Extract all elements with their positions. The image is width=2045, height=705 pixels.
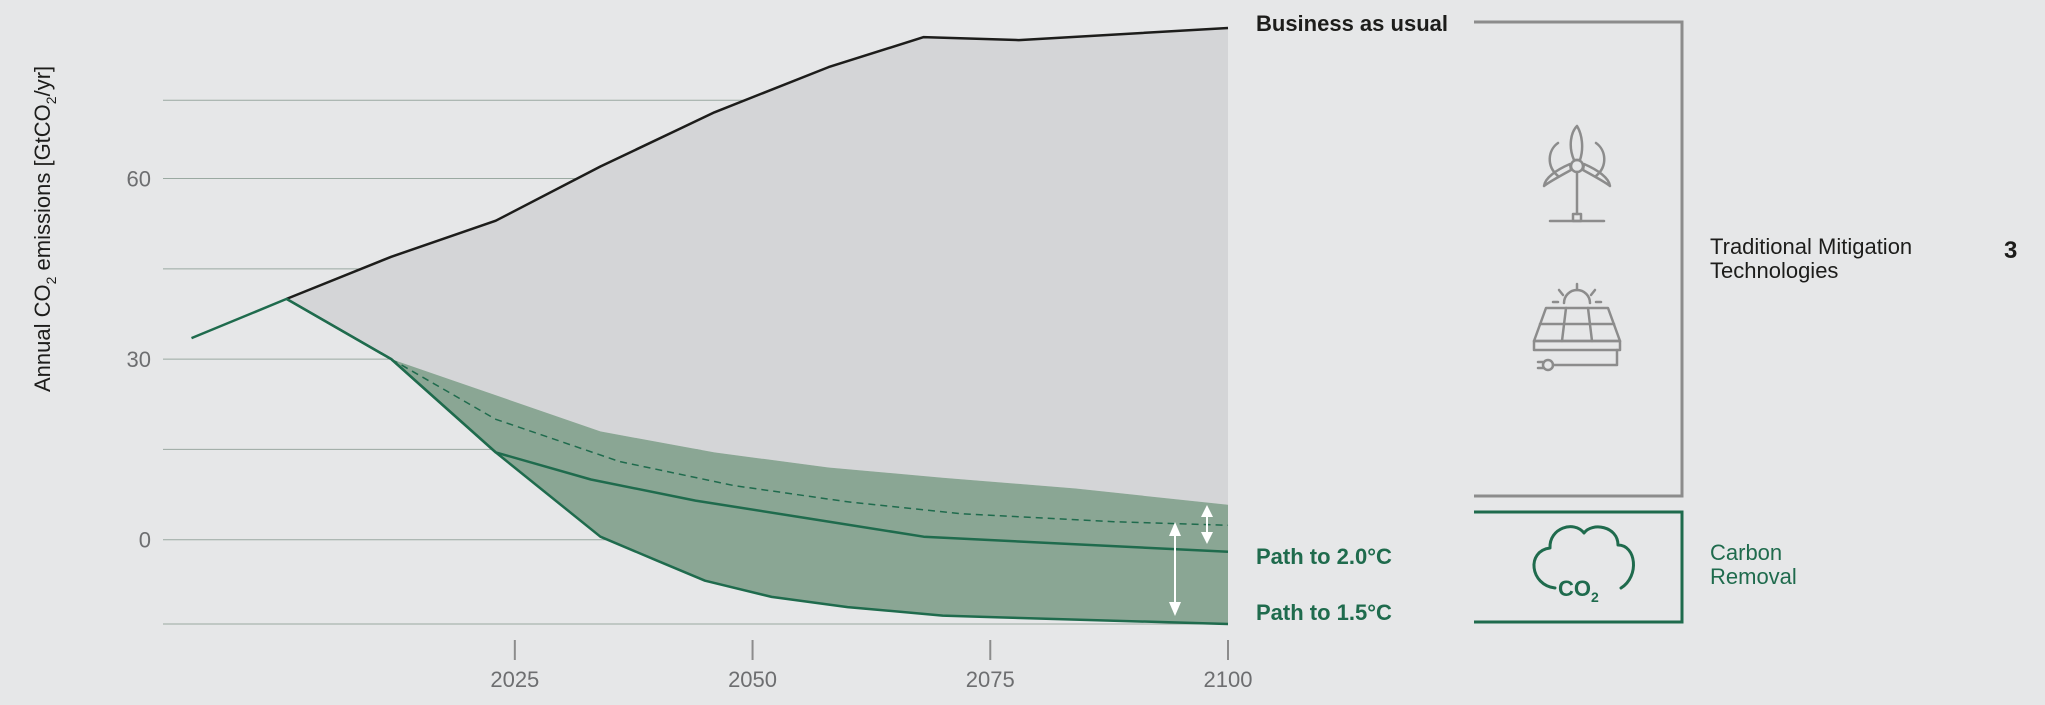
y-axis: 0 30 60 [127, 167, 151, 553]
series-label-business-as-usual: Business as usual [1256, 11, 1448, 36]
arrow-up-icon [1169, 522, 1181, 536]
series-lines [191, 26, 1229, 626]
arrow-down-icon [1201, 532, 1213, 544]
x-tick-label: 2025 [490, 667, 539, 692]
business-as-usual-area [286, 28, 1229, 505]
x-tick-label: 2075 [966, 667, 1015, 692]
solar-panel-icon [1532, 282, 1622, 372]
series-label-path-15: Path to 1.5°C [1256, 600, 1392, 625]
x-tick-label: 2100 [1204, 667, 1253, 692]
x-axis: 2025 2050 2075 2100 [490, 640, 1252, 692]
gap-arrows [1169, 505, 1213, 616]
carbon-removal-area [286, 298, 1229, 624]
svg-text:CO2: CO2 [1558, 576, 1599, 605]
business-as-usual-line [286, 26, 1229, 301]
figure-marker-number: 3 [2004, 237, 2017, 264]
y-tick-label: 60 [127, 167, 151, 192]
carbon-removal-label: Carbon [1710, 540, 1782, 565]
carbon-removal-bracket [1474, 510, 1684, 624]
path-15-line [285, 297, 1229, 626]
carbon-removal-label-line2: Removal [1710, 564, 1797, 589]
y-tick-label: 0 [139, 528, 151, 553]
areas [286, 28, 1229, 624]
x-tick-label: 2050 [728, 667, 777, 692]
co2-cloud-icon: CO2 [1532, 525, 1635, 605]
arrow-down-icon [1169, 602, 1181, 616]
wind-turbine-icon [1542, 124, 1612, 223]
series-label-path-2: Path to 2.0°C [1256, 544, 1392, 569]
traditional-mitigation-label-line2: Technologies [1710, 258, 1838, 283]
y-tick-label: 30 [127, 347, 151, 372]
traditional-mitigation-bracket [1474, 20, 1684, 498]
intermediate-path-line [390, 358, 1229, 527]
arrow-up-icon [1201, 505, 1213, 517]
traditional-mitigation-label: Traditional Mitigation [1710, 234, 1912, 259]
y-axis-title: Annual CO2 emissions [GtCO2/yr] [30, 66, 59, 392]
